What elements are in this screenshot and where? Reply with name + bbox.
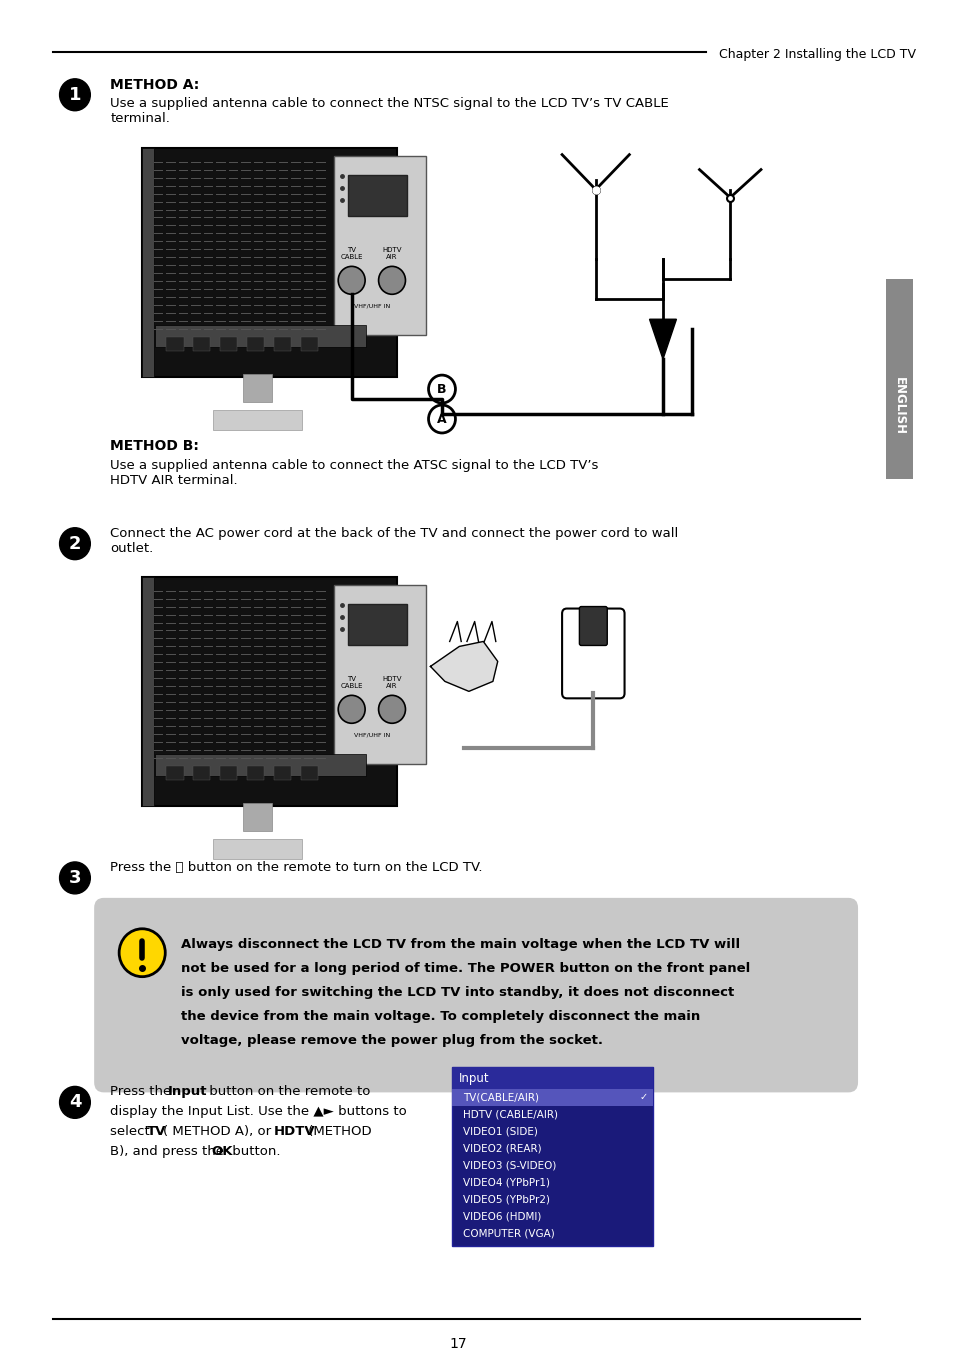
Text: Press the: Press the — [111, 1086, 175, 1098]
FancyBboxPatch shape — [154, 754, 366, 776]
Text: 2: 2 — [69, 535, 81, 552]
Text: Use a supplied antenna cable to connect the ATSC signal to the LCD TV’s
HDTV AIR: Use a supplied antenna cable to connect … — [111, 459, 598, 487]
FancyBboxPatch shape — [247, 766, 264, 780]
FancyBboxPatch shape — [142, 577, 396, 806]
Circle shape — [428, 405, 455, 433]
Text: OK: OK — [212, 1145, 233, 1158]
FancyBboxPatch shape — [94, 898, 857, 1093]
FancyBboxPatch shape — [451, 1067, 653, 1090]
Text: HDTV
AIR: HDTV AIR — [382, 677, 401, 689]
FancyBboxPatch shape — [166, 766, 183, 780]
Circle shape — [378, 267, 405, 294]
Text: is only used for switching the LCD TV into standby, it does not disconnect: is only used for switching the LCD TV in… — [180, 986, 733, 999]
FancyBboxPatch shape — [885, 279, 912, 479]
FancyBboxPatch shape — [220, 337, 237, 351]
Text: button.: button. — [228, 1145, 280, 1158]
FancyBboxPatch shape — [154, 325, 366, 347]
Text: COMPUTER (VGA): COMPUTER (VGA) — [462, 1228, 555, 1238]
Circle shape — [338, 267, 365, 294]
FancyBboxPatch shape — [274, 337, 291, 351]
FancyBboxPatch shape — [348, 604, 407, 646]
FancyBboxPatch shape — [300, 766, 317, 780]
FancyBboxPatch shape — [348, 175, 407, 217]
FancyBboxPatch shape — [300, 337, 317, 351]
Text: B), and press the: B), and press the — [111, 1145, 229, 1158]
Text: 4: 4 — [69, 1094, 81, 1112]
Text: B: B — [436, 383, 446, 395]
Text: TV
CABLE: TV CABLE — [340, 677, 362, 689]
Text: VIDEO5 (YPbPr2): VIDEO5 (YPbPr2) — [462, 1194, 550, 1204]
Text: button on the remote to: button on the remote to — [205, 1086, 370, 1098]
FancyBboxPatch shape — [334, 156, 425, 336]
Text: VHF/UHF IN: VHF/UHF IN — [354, 303, 390, 309]
FancyBboxPatch shape — [561, 608, 624, 699]
Circle shape — [378, 696, 405, 723]
FancyBboxPatch shape — [142, 577, 153, 806]
Text: Always disconnect the LCD TV from the main voltage when the LCD TV will: Always disconnect the LCD TV from the ma… — [180, 938, 739, 951]
Text: ( METHOD A), or: ( METHOD A), or — [163, 1125, 275, 1139]
Circle shape — [59, 862, 91, 894]
FancyBboxPatch shape — [213, 839, 301, 858]
Text: voltage, please remove the power plug from the socket.: voltage, please remove the power plug fr… — [180, 1033, 602, 1047]
FancyBboxPatch shape — [193, 337, 211, 351]
Circle shape — [59, 1086, 91, 1118]
Text: TV
CABLE: TV CABLE — [340, 248, 362, 260]
Text: Press the ⏻ button on the remote to turn on the LCD TV.: Press the ⏻ button on the remote to turn… — [111, 861, 482, 873]
FancyBboxPatch shape — [578, 607, 607, 646]
Text: VIDEO1 (SIDE): VIDEO1 (SIDE) — [462, 1127, 537, 1136]
Text: Chapter 2 Installing the LCD TV: Chapter 2 Installing the LCD TV — [718, 47, 915, 61]
FancyBboxPatch shape — [247, 337, 264, 351]
FancyBboxPatch shape — [166, 337, 183, 351]
FancyBboxPatch shape — [243, 803, 272, 831]
Text: ENGLISH: ENGLISH — [892, 378, 905, 435]
Text: VIDEO4 (YPbPr1): VIDEO4 (YPbPr1) — [462, 1177, 550, 1187]
Text: VIDEO6 (HDMI): VIDEO6 (HDMI) — [462, 1210, 541, 1221]
Text: METHOD B:: METHOD B: — [111, 439, 199, 454]
Text: VIDEO3 (S-VIDEO): VIDEO3 (S-VIDEO) — [462, 1160, 556, 1170]
FancyBboxPatch shape — [451, 1090, 653, 1106]
Circle shape — [119, 929, 165, 976]
FancyBboxPatch shape — [142, 148, 153, 378]
Text: 3: 3 — [69, 869, 81, 887]
Text: 1: 1 — [69, 85, 81, 104]
Polygon shape — [649, 320, 676, 359]
Circle shape — [338, 696, 365, 723]
Text: Input: Input — [168, 1086, 208, 1098]
FancyBboxPatch shape — [243, 374, 272, 402]
Circle shape — [59, 528, 91, 559]
FancyBboxPatch shape — [220, 766, 237, 780]
FancyBboxPatch shape — [451, 1067, 653, 1246]
Text: TV(CABLE/AIR): TV(CABLE/AIR) — [462, 1093, 538, 1102]
Text: Input: Input — [458, 1072, 490, 1085]
Text: HDTV
AIR: HDTV AIR — [382, 248, 401, 260]
Text: HDTV (CABLE/AIR): HDTV (CABLE/AIR) — [462, 1109, 558, 1120]
FancyBboxPatch shape — [142, 148, 396, 378]
Text: the device from the main voltage. To completely disconnect the main: the device from the main voltage. To com… — [180, 1010, 700, 1022]
FancyBboxPatch shape — [193, 766, 211, 780]
FancyBboxPatch shape — [274, 766, 291, 780]
Text: HDTV: HDTV — [274, 1125, 315, 1139]
Polygon shape — [430, 642, 497, 692]
Text: TV: TV — [147, 1125, 166, 1139]
Text: VIDEO2 (REAR): VIDEO2 (REAR) — [462, 1143, 541, 1154]
Circle shape — [428, 375, 455, 403]
Text: ✓: ✓ — [639, 1093, 647, 1102]
Text: 17: 17 — [449, 1336, 467, 1351]
Text: not be used for a long period of time. The POWER button on the front panel: not be used for a long period of time. T… — [180, 961, 749, 975]
Text: A: A — [436, 413, 446, 425]
Text: Connect the AC power cord at the back of the TV and connect the power cord to wa: Connect the AC power cord at the back of… — [111, 527, 678, 555]
Circle shape — [59, 79, 91, 111]
Text: display the Input List. Use the ▲► buttons to: display the Input List. Use the ▲► butto… — [111, 1105, 407, 1118]
Text: Use a supplied antenna cable to connect the NTSC signal to the LCD TV’s TV CABLE: Use a supplied antenna cable to connect … — [111, 96, 669, 125]
FancyBboxPatch shape — [334, 585, 425, 764]
Text: METHOD A:: METHOD A: — [111, 77, 199, 92]
Text: VHF/UHF IN: VHF/UHF IN — [354, 733, 390, 738]
FancyBboxPatch shape — [213, 410, 301, 431]
Text: (METHOD: (METHOD — [303, 1125, 371, 1139]
Text: select: select — [111, 1125, 154, 1139]
